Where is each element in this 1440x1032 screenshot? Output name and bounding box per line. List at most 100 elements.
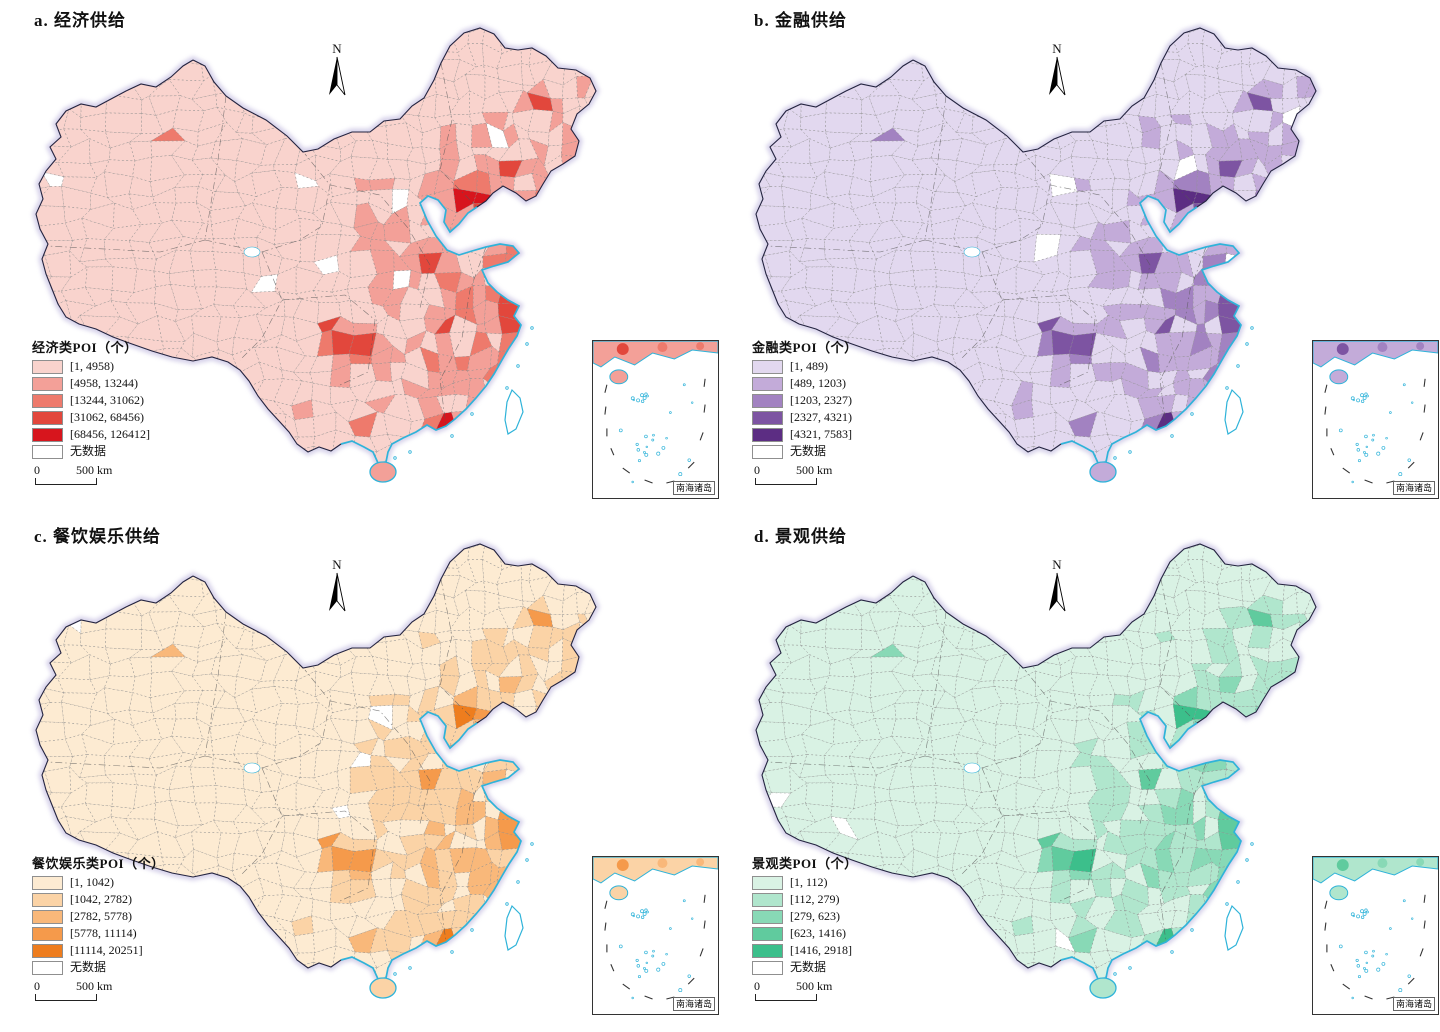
north-arrow-icon	[1049, 56, 1066, 96]
legend-row: [623, 1416)	[752, 925, 892, 942]
legend-row: [489, 1203)	[752, 375, 892, 392]
panel-d-landscape-supply: d. 景观供给 N 景观类POI（个） [1, 112) [112, 279) …	[720, 516, 1440, 1032]
legend-row: [1, 1042)	[32, 874, 172, 891]
legend-row: [13244, 31062)	[32, 392, 172, 409]
china-choropleth-map-b	[752, 24, 1320, 483]
legend-swatch	[32, 410, 63, 425]
scale-distance-label: 500 km	[796, 979, 833, 993]
legend-class-label: [2327, 4321)	[790, 410, 852, 424]
south-china-sea-inset-b: 南海诸岛	[1312, 340, 1439, 499]
legend-row: [2327, 4321)	[752, 409, 892, 426]
scale-bar-a: 0 500 km	[32, 463, 172, 485]
scale-distance-label: 500 km	[76, 979, 113, 993]
legend-class-label: [1, 1042)	[70, 875, 114, 889]
legend-class-label: [1416, 2918]	[790, 943, 852, 957]
scale-distance-label: 500 km	[796, 463, 833, 477]
legend-nodata-label: 无数据	[70, 444, 107, 458]
legend-class-label: [5778, 11114)	[70, 926, 137, 940]
scale-bar-c: 0 500 km	[32, 979, 172, 1001]
legend-row: [112, 279)	[752, 891, 892, 908]
legend-nodata-label: 无数据	[70, 960, 107, 974]
legend-swatch	[752, 926, 783, 941]
legend-b: 金融类POI（个） [1, 489) [489, 1203) [1203, 23…	[752, 340, 892, 485]
legend-swatch	[752, 359, 783, 374]
inset-label: 南海诸岛	[1392, 481, 1435, 495]
legend-swatch	[752, 427, 783, 442]
legend-d: 景观类POI（个） [1, 112) [112, 279) [279, 623)…	[752, 856, 892, 1001]
legend-row: [1, 4958)	[32, 358, 172, 375]
north-arrow-icon	[1049, 572, 1066, 612]
legend-swatch-nodata	[752, 444, 783, 459]
legend-row: [11114, 20251]	[32, 942, 172, 959]
legend-class-label: [489, 1203)	[790, 376, 846, 390]
inset-label: 南海诸岛	[1392, 997, 1435, 1011]
legend-swatch	[752, 909, 783, 924]
north-arrow-icon	[329, 572, 346, 612]
south-china-sea-inset-a: 南海诸岛	[592, 340, 719, 499]
panel-title-a: a. 经济供给	[34, 11, 126, 30]
scale-distance-label: 500 km	[76, 463, 113, 477]
legend-swatch-nodata	[32, 960, 63, 975]
legend-class-label: [1, 489)	[790, 359, 828, 373]
panel-title-d: d. 景观供给	[754, 527, 847, 546]
legend-title: 金融类POI（个）	[752, 340, 858, 355]
legend-row: [1042, 2782)	[32, 891, 172, 908]
legend-nodata-label: 无数据	[790, 444, 827, 458]
panel-c-dining-entertainment-supply: c. 餐饮娱乐供给 N 餐饮娱乐类POI（个） [1, 1042) [1042,…	[0, 516, 720, 1032]
legend-class-label: [11114, 20251]	[70, 943, 143, 957]
north-arrow-a: N	[322, 42, 352, 102]
legend-class-label: [68456, 126412]	[70, 427, 150, 441]
legend-class-label: [1, 112)	[790, 875, 828, 889]
panel-b-financial-supply: b. 金融供给 N 金融类POI（个） [1, 489) [489, 1203)…	[720, 0, 1440, 516]
legend-class-label: [31062, 68456)	[70, 410, 144, 424]
legend-class-label: [623, 1416)	[790, 926, 846, 940]
legend-row-nodata: 无数据	[752, 443, 892, 460]
legend-swatch	[32, 359, 63, 374]
legend-class-label: [1042, 2782)	[70, 892, 132, 906]
legend-swatch-nodata	[752, 960, 783, 975]
legend-row-nodata: 无数据	[32, 443, 172, 460]
scale-zero-label: 0	[754, 463, 760, 477]
south-china-sea-inset-d: 南海诸岛	[1312, 856, 1439, 1015]
scale-zero-label: 0	[34, 979, 40, 993]
panel-title-b: b. 金融供给	[754, 11, 847, 30]
legend-swatch	[752, 943, 783, 958]
legend-row: [1, 112)	[752, 874, 892, 891]
scale-bar-line	[35, 478, 97, 485]
china-choropleth-map-a	[32, 24, 600, 483]
legend-swatch	[32, 926, 63, 941]
north-arrow-c: N	[322, 558, 352, 618]
legend-swatch	[752, 875, 783, 890]
north-label: N	[332, 557, 342, 572]
legend-swatch	[32, 376, 63, 391]
legend-swatch	[32, 943, 63, 958]
scale-zero-label: 0	[34, 463, 40, 477]
legend-swatch	[32, 393, 63, 408]
legend-swatch	[32, 427, 63, 442]
legend-row: [2782, 5778)	[32, 908, 172, 925]
legend-row: [4321, 7583]	[752, 426, 892, 443]
scale-bar-b: 0 500 km	[752, 463, 892, 485]
scale-bar-d: 0 500 km	[752, 979, 892, 1001]
legend-class-label: [1203, 2327)	[790, 393, 852, 407]
north-label: N	[1052, 557, 1062, 572]
south-china-sea-inset-map	[1313, 341, 1438, 484]
legend-class-label: [112, 279)	[790, 892, 840, 906]
legend-a: 经济类POI（个） [1, 4958) [4958, 13244) [13244…	[32, 340, 172, 485]
legend-title: 景观类POI（个）	[752, 856, 858, 871]
legend-class-label: [2782, 5778)	[70, 909, 132, 923]
north-label: N	[332, 41, 342, 56]
legend-class-label: [1, 4958)	[70, 359, 114, 373]
legend-swatch	[32, 892, 63, 907]
china-choropleth-map-c	[32, 540, 600, 999]
scale-zero-label: 0	[754, 979, 760, 993]
north-arrow-icon	[329, 56, 346, 96]
legend-swatch	[752, 376, 783, 391]
legend-row-nodata: 无数据	[32, 959, 172, 976]
south-china-sea-inset-map	[593, 857, 718, 1000]
south-china-sea-inset-map	[1313, 857, 1438, 1000]
legend-nodata-label: 无数据	[790, 960, 827, 974]
south-china-sea-inset-map	[593, 341, 718, 484]
legend-row: [279, 623)	[752, 908, 892, 925]
